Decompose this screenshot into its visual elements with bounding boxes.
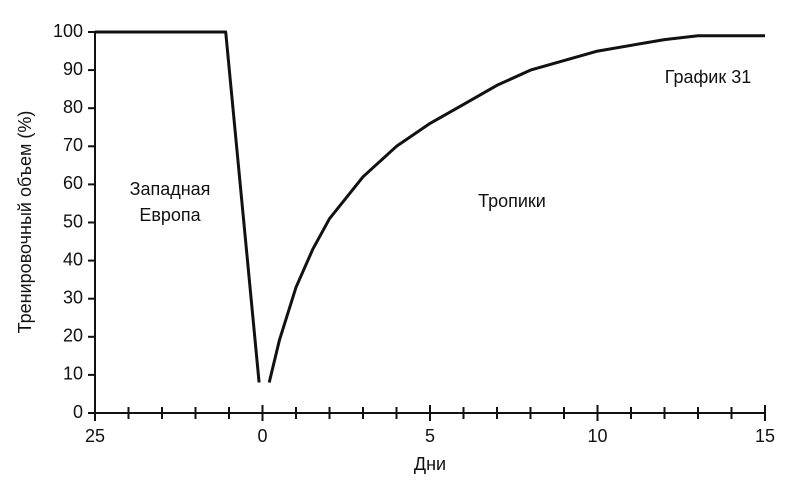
annotation: Тропики (478, 191, 546, 211)
x-tick-label: 0 (257, 426, 267, 446)
y-tick-label: 80 (63, 97, 83, 117)
y-tick-label: 70 (63, 135, 83, 155)
y-tick-label: 40 (63, 249, 83, 269)
y-tick-label: 60 (63, 173, 83, 193)
y-tick-label: 50 (63, 211, 83, 231)
y-tick-label: 20 (63, 326, 83, 346)
annotation: График 31 (665, 67, 752, 87)
x-tick-label: 15 (755, 426, 775, 446)
x-axis-label: Дни (414, 454, 446, 474)
y-tick-label: 90 (63, 59, 83, 79)
line (95, 30, 765, 383)
y-tick-label: 0 (73, 402, 83, 422)
y-tick-label: 100 (53, 21, 83, 41)
y-tick-label: 30 (63, 287, 83, 307)
x-tick-label: 5 (425, 426, 435, 446)
annotation: Европа (139, 205, 201, 225)
x-tick-label: 25 (85, 426, 105, 446)
y-tick-label: 10 (63, 364, 83, 384)
annotation: Западная (130, 179, 211, 199)
x-tick-label: 10 (587, 426, 607, 446)
y-axis-label: Тренировочный объем (%) (15, 111, 35, 334)
